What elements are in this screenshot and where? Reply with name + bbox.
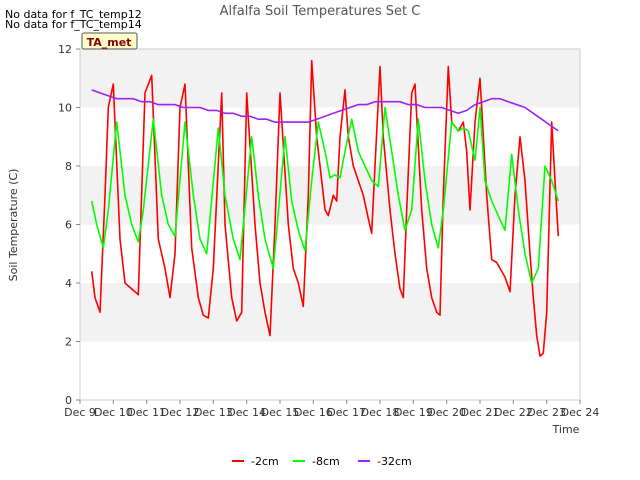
- chart-title: Alfalfa Soil Temperatures Set C: [220, 4, 421, 19]
- x-tick-label: Dec 12: [161, 406, 200, 419]
- x-axis-label: Time: [552, 423, 580, 436]
- y-tick-label: 8: [65, 160, 72, 173]
- site-tag-label: TA_met: [87, 36, 132, 49]
- site-tag-box: [81, 32, 138, 50]
- y-tick-label: 4: [65, 277, 72, 290]
- plot-band: [80, 341, 580, 400]
- plot-band: [80, 224, 580, 283]
- y-tick-label: 10: [58, 102, 72, 115]
- series-line-2cmcm-line: [90, 59, 560, 357]
- y-tick-label: 12: [58, 43, 72, 56]
- y-tick-label: 2: [65, 336, 72, 349]
- x-tick-label: Dec 24: [561, 406, 600, 419]
- no-data-message-temp12: No data for f_TC_temp12: [5, 8, 142, 21]
- x-tick-label: Dec 15: [261, 406, 300, 419]
- plot-band: [80, 49, 580, 108]
- series-layer: [90, 59, 560, 357]
- x-tick-label: Dec 23: [527, 406, 566, 419]
- series-line-8cmcm-line: [90, 106, 560, 284]
- x-tick-label: Dec 20: [427, 406, 466, 419]
- x-tick-label: Dec 11: [127, 406, 166, 419]
- site-tag[interactable]: TA_met: [81, 32, 138, 50]
- x-tick-label: Dec 18: [361, 406, 400, 419]
- x-tick-label: Dec 17: [327, 406, 366, 419]
- legend-label: -32cm: [377, 455, 412, 468]
- plot-band: [80, 107, 580, 166]
- y-axis: 0 2 4 6 8 10 12: [58, 43, 80, 407]
- no-data-message-temp14: No data for f_TC_temp14: [5, 18, 142, 31]
- x-tick-label: Dec 14: [227, 406, 266, 419]
- x-tick-label: Dec 19: [394, 406, 433, 419]
- y-tick-label: 6: [65, 219, 72, 232]
- legend: -2cm -8cm -32cm: [232, 455, 412, 468]
- legend-label: -2cm: [251, 455, 279, 468]
- y-axis-label: Soil Temperature (C): [7, 169, 20, 282]
- x-tick-label: Dec 21: [461, 406, 500, 419]
- y-tick-label: 0: [65, 394, 72, 407]
- series-line-32cmcm-line: [91, 89, 559, 132]
- plot-band: [80, 283, 580, 342]
- x-tick-label: Dec 13: [194, 406, 233, 419]
- x-tick-label: Dec 9: [64, 406, 96, 419]
- x-tick-label: Dec 10: [94, 406, 133, 419]
- x-tick-label: Dec 16: [294, 406, 333, 419]
- legend-label: -8cm: [312, 455, 340, 468]
- x-tick-label: Dec 22: [494, 406, 533, 419]
